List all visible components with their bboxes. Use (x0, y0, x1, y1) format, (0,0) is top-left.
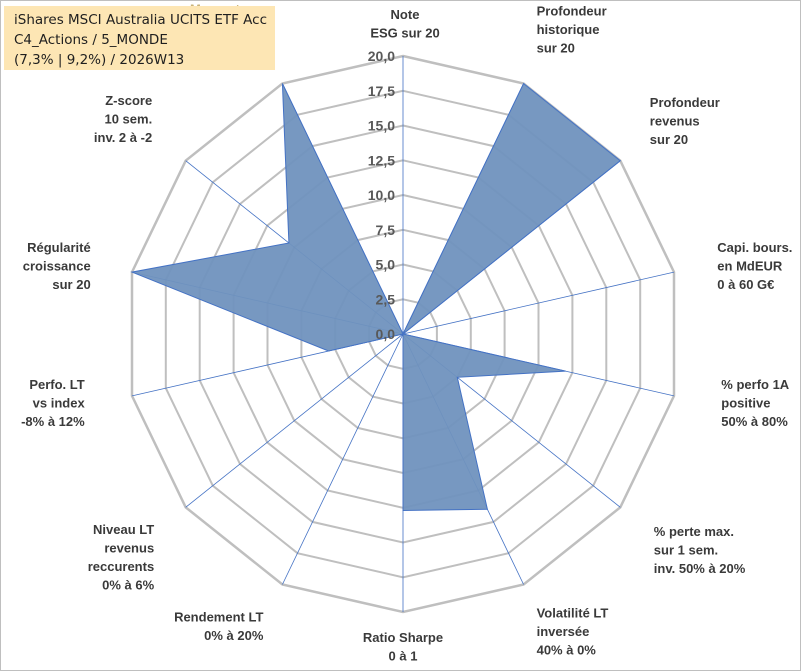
tick-label: 12,5 (368, 152, 395, 168)
tick-label: 0,0 (376, 326, 396, 342)
tick-label: 7,5 (376, 222, 396, 238)
tick-label: 15,0 (368, 118, 395, 134)
axis-label: Ratio Sharpe 0 à 1 (363, 630, 443, 664)
axis-spoke (282, 333, 404, 585)
chart-title-line-2: C4_Actions / 5_MONDE (14, 32, 168, 48)
axis-label: Z-score 10 sem. inv. 2 à -2 (94, 93, 152, 145)
axis-label: Profondeur historique sur 20 (537, 4, 607, 56)
axis-label: Capi. bours. en MdEUR 0 à 60 G€ (717, 240, 792, 292)
tick-label: 2,5 (376, 291, 396, 307)
axis-label: Note ESG sur 20 (370, 7, 439, 41)
chart-title-box: iShares MSCI Australia UCITS ETF Acc C4_… (4, 6, 275, 70)
axis-label: % perfo 1A positive 50% à 80% (721, 377, 790, 429)
chart-title-line-3: (7,3% | 9,2%) / 2026W13 (14, 52, 185, 68)
series-area-group (130, 82, 622, 512)
axis-label: Volatilité LT inversée 40% à 0% (537, 606, 609, 658)
axis-spoke (185, 333, 404, 508)
axis-spoke (402, 271, 675, 335)
axis-label: % perte max. sur 1 sem. inv. 50% à 20% (654, 524, 746, 576)
tick-label: 5,0 (376, 257, 396, 273)
axis-labels: Note ESG sur 20 Profondeur historique sur 20… (21, 2, 792, 664)
series-area (130, 82, 622, 512)
axis-label: Profondeur revenus sur 20 (650, 95, 720, 147)
axis-label: Niveau LT revenus reccurents 0% à 6% (88, 522, 155, 593)
radial-tick-labels: 0,0 2,5 5,0 7,5 10,0 12,5 15,0 17,5 20,0 (368, 48, 395, 342)
tick-label: 17,5 (368, 83, 395, 99)
tick-label: 20,0 (368, 48, 395, 64)
tick-label: 10,0 (368, 187, 395, 203)
axis-label: Régularité croissance sur 20 (23, 240, 91, 292)
axis-label: Perfo. LT vs index -8% à 12% (21, 377, 85, 429)
chart-title-line-1: iShares MSCI Australia UCITS ETF Acc (14, 12, 268, 28)
axis-label: Rendement LT 0% à 20% (174, 610, 264, 644)
